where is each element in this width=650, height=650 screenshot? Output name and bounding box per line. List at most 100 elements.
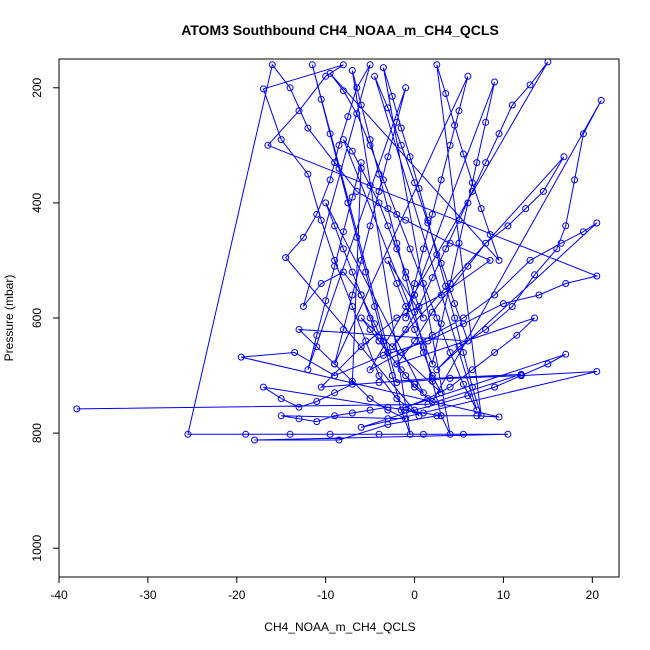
data-point — [348, 193, 356, 201]
data-point — [593, 219, 601, 227]
data-point — [371, 72, 379, 80]
data-point — [406, 245, 414, 253]
data-point — [353, 110, 361, 118]
data-point — [433, 366, 441, 374]
data-point — [446, 280, 454, 287]
y-tick-label: 800 — [30, 423, 44, 443]
plot-frame — [58, 58, 620, 578]
data-point — [295, 403, 303, 411]
data-point — [486, 231, 494, 238]
data-point — [331, 262, 339, 270]
data-point — [331, 360, 339, 368]
data-point — [491, 78, 499, 86]
data-point — [415, 303, 423, 310]
data-point — [468, 383, 476, 391]
data-point — [357, 291, 365, 299]
y-tick-label: 1000 — [30, 535, 44, 562]
data-point — [428, 331, 436, 339]
data-point — [428, 274, 436, 282]
data-point — [455, 107, 463, 115]
data-point — [411, 383, 419, 391]
data-point — [339, 87, 347, 95]
data-point — [424, 395, 432, 403]
data-point — [322, 297, 330, 305]
data-point — [397, 141, 405, 149]
data-point — [397, 406, 405, 414]
data-point — [317, 216, 325, 224]
data-point — [411, 337, 419, 345]
data-point — [455, 239, 463, 247]
data-point — [446, 349, 454, 356]
data-point — [442, 245, 450, 253]
data-point — [339, 326, 347, 333]
data-point — [326, 430, 334, 438]
data-point — [491, 383, 499, 391]
data-point — [531, 271, 539, 279]
chart-title: ATOM3 Southbound CH4_NOAA_m_CH4_QCLS — [181, 22, 499, 38]
series-line — [76, 61, 602, 441]
data-point — [562, 222, 570, 230]
data-point — [437, 320, 445, 328]
data-point — [557, 239, 565, 247]
data-point — [339, 136, 347, 144]
data-point — [375, 170, 383, 178]
data-point — [397, 124, 405, 132]
data-point — [384, 415, 392, 423]
data-point — [411, 380, 419, 388]
data-point — [495, 413, 503, 421]
data-point — [451, 300, 459, 308]
data-point — [437, 412, 445, 420]
data-point — [455, 343, 463, 351]
data-point — [477, 205, 485, 213]
data-point — [535, 291, 543, 299]
data-point — [504, 430, 512, 438]
data-point — [593, 272, 601, 280]
data-point — [384, 403, 392, 411]
data-point — [348, 409, 356, 417]
data-point — [419, 389, 427, 397]
data-point — [277, 395, 285, 403]
y-tick-label: 200 — [30, 77, 44, 97]
data-point — [393, 245, 401, 253]
data-point — [402, 406, 410, 414]
data-point — [539, 187, 547, 195]
data-point — [468, 179, 476, 187]
data-point — [459, 150, 467, 158]
data-point — [393, 360, 401, 368]
data-point — [553, 245, 561, 253]
data-point — [304, 124, 312, 132]
data-point — [371, 303, 379, 310]
data-point — [504, 222, 512, 230]
y-tick-label: 400 — [30, 193, 44, 213]
data-point — [348, 303, 356, 310]
data-point — [375, 187, 383, 195]
data-point — [375, 430, 383, 438]
data-point — [513, 331, 521, 339]
data-point — [477, 412, 485, 420]
data-point — [428, 308, 436, 316]
data-point — [299, 233, 307, 241]
data-point — [419, 409, 427, 417]
data-point — [544, 360, 552, 368]
data-point — [491, 291, 499, 299]
data-point — [433, 251, 441, 259]
data-point — [348, 377, 356, 385]
y-tick-label: 600 — [30, 308, 44, 328]
x-tick-label: -40 — [50, 588, 68, 602]
data-point — [411, 280, 419, 287]
data-point — [451, 314, 459, 322]
data-point — [464, 72, 472, 80]
data-point — [393, 379, 401, 386]
data-point — [517, 372, 525, 380]
x-tick-label: 0 — [411, 588, 418, 602]
data-point — [402, 216, 410, 224]
data-point — [388, 343, 396, 351]
data-point — [286, 430, 294, 438]
data-point — [491, 349, 499, 356]
data-point — [375, 372, 383, 380]
data-point — [495, 256, 503, 264]
data-point — [473, 159, 481, 167]
data-point — [411, 291, 419, 299]
x-tick-label: 10 — [497, 588, 511, 602]
data-point — [242, 430, 250, 438]
